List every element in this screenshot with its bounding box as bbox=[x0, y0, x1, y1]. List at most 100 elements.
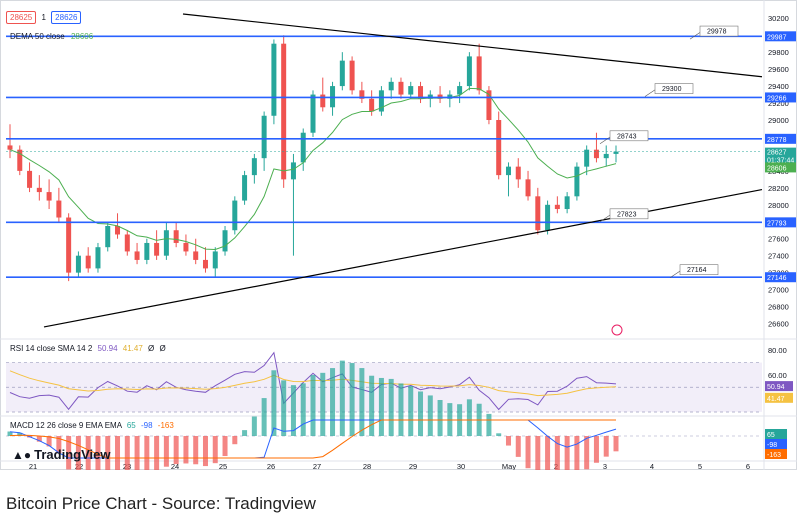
callout-box bbox=[679, 264, 719, 275]
price-tick-label: 29400 bbox=[768, 82, 789, 91]
price-tick-label: 27600 bbox=[768, 235, 789, 244]
time-tick-label: 6 bbox=[746, 462, 750, 470]
macd-histogram-bar bbox=[290, 385, 296, 436]
level-price-label: 28778 bbox=[767, 137, 787, 144]
macd-histogram-bar bbox=[134, 436, 140, 470]
rsi-label: RSI 14 close SMA 14 2 bbox=[10, 344, 93, 353]
macd-histogram-bar bbox=[56, 436, 62, 454]
macd-histogram-bar bbox=[320, 372, 326, 436]
macd-histogram-bar bbox=[251, 416, 257, 436]
level-price-tag bbox=[765, 92, 796, 103]
candle-body bbox=[310, 94, 316, 133]
macd-histogram-bar bbox=[154, 436, 160, 470]
time-tick-label: May bbox=[502, 462, 516, 470]
dema-line bbox=[9, 87, 617, 251]
callout-box bbox=[609, 130, 649, 142]
macd-histogram-bar bbox=[232, 436, 238, 445]
current-price-label: 28627 bbox=[767, 150, 787, 157]
macd-histogram-bar bbox=[369, 375, 375, 436]
candle-body bbox=[554, 204, 560, 210]
price-tick-label: 29000 bbox=[768, 116, 789, 125]
macd-histogram-bar bbox=[17, 432, 23, 436]
candle-body bbox=[144, 242, 150, 260]
candle-body bbox=[212, 251, 218, 269]
callout-label: 29300 bbox=[662, 86, 682, 93]
macd-histogram-bar bbox=[95, 436, 101, 470]
candle-body bbox=[564, 196, 570, 210]
macd-histogram-bar bbox=[545, 436, 551, 470]
candle-body bbox=[105, 226, 111, 248]
level-price-tag bbox=[765, 217, 796, 228]
candle-body bbox=[183, 242, 189, 252]
candle-body bbox=[515, 166, 521, 180]
callout-box bbox=[699, 25, 739, 37]
candle-body bbox=[251, 158, 257, 176]
macd-histogram-bar bbox=[554, 436, 560, 470]
macd-signal-value: -163 bbox=[157, 421, 174, 430]
candle-body bbox=[222, 230, 228, 252]
macd-histogram-bar bbox=[418, 391, 424, 436]
candle-body bbox=[271, 43, 277, 116]
macd-histogram-bar bbox=[525, 436, 531, 469]
macd-value-tag bbox=[765, 439, 787, 449]
macd-histogram-bar bbox=[46, 436, 52, 447]
macd-histogram-bar bbox=[105, 436, 111, 470]
candle-body bbox=[193, 251, 199, 260]
level-price-label: 27146 bbox=[767, 275, 787, 282]
price-tick-label: 27400 bbox=[768, 252, 789, 261]
candle-body bbox=[17, 149, 23, 171]
macd-line-value: -98 bbox=[140, 421, 153, 430]
price-tick-label: 28200 bbox=[768, 184, 789, 193]
candle-body bbox=[496, 120, 502, 176]
candle-body bbox=[476, 56, 482, 91]
macd-histogram-bar bbox=[261, 398, 267, 436]
macd-value-tag bbox=[765, 429, 787, 439]
callout-label: 27823 bbox=[617, 211, 637, 218]
price-tick-label: 29200 bbox=[768, 99, 789, 108]
level-price-tag bbox=[765, 272, 796, 283]
macd-label: MACD 12 26 close 9 EMA EMA bbox=[10, 421, 122, 430]
sell-price-box[interactable]: 28625 bbox=[6, 11, 37, 24]
candle-body bbox=[408, 86, 414, 95]
macd-histogram-bar bbox=[427, 395, 433, 436]
rsi-sma-value: 41.47 bbox=[122, 344, 143, 353]
ascending-trendline bbox=[43, 188, 763, 328]
time-tick-label: 4 bbox=[650, 462, 654, 470]
candle-body bbox=[163, 230, 169, 256]
dema-label: DEMA 50 close bbox=[10, 32, 65, 41]
macd-histogram-bar bbox=[163, 436, 169, 467]
macd-histogram-bar bbox=[222, 436, 228, 457]
candle-body bbox=[173, 230, 179, 243]
time-tick-label: 28 bbox=[363, 462, 371, 470]
macd-histogram-bar bbox=[359, 368, 365, 436]
candle-body bbox=[398, 81, 404, 95]
macd-histogram-bar bbox=[466, 399, 472, 436]
price-chart[interactable]: 3020030000298002960029400292002900028800… bbox=[0, 0, 797, 470]
descending-trendline bbox=[182, 13, 763, 78]
candle-body bbox=[85, 255, 91, 269]
current-price-tag bbox=[765, 147, 796, 166]
candle-body bbox=[66, 217, 72, 273]
buy-price-box[interactable]: 28626 bbox=[51, 11, 82, 24]
macd-legend: MACD 12 26 close 9 EMA EMA 65 -98 -163 bbox=[10, 421, 174, 430]
macd-histogram-bar bbox=[398, 383, 404, 436]
macd-histogram-bar bbox=[281, 380, 287, 436]
dema-price-tag bbox=[765, 162, 796, 173]
candle-body bbox=[124, 234, 130, 252]
candle-body bbox=[359, 90, 365, 99]
time-tick-label: 27 bbox=[313, 462, 321, 470]
macd-histogram-bar bbox=[271, 370, 277, 436]
macd-histogram-bar bbox=[310, 374, 316, 436]
macd-histogram-bar bbox=[388, 378, 394, 436]
callout-box bbox=[654, 83, 694, 94]
candle-body bbox=[388, 81, 394, 91]
candle-body bbox=[232, 200, 238, 231]
time-tick-label: 3 bbox=[603, 462, 607, 470]
candle-body bbox=[56, 200, 62, 218]
macd-histogram-bar bbox=[486, 413, 492, 436]
tradingview-logo: ▲● TradingView bbox=[12, 447, 110, 462]
rsi-tick-label: 80.00 bbox=[768, 346, 787, 355]
macd-histogram-bar bbox=[85, 436, 91, 470]
macd-histogram-bar bbox=[584, 436, 590, 470]
time-tick-label: 21 bbox=[29, 462, 37, 470]
